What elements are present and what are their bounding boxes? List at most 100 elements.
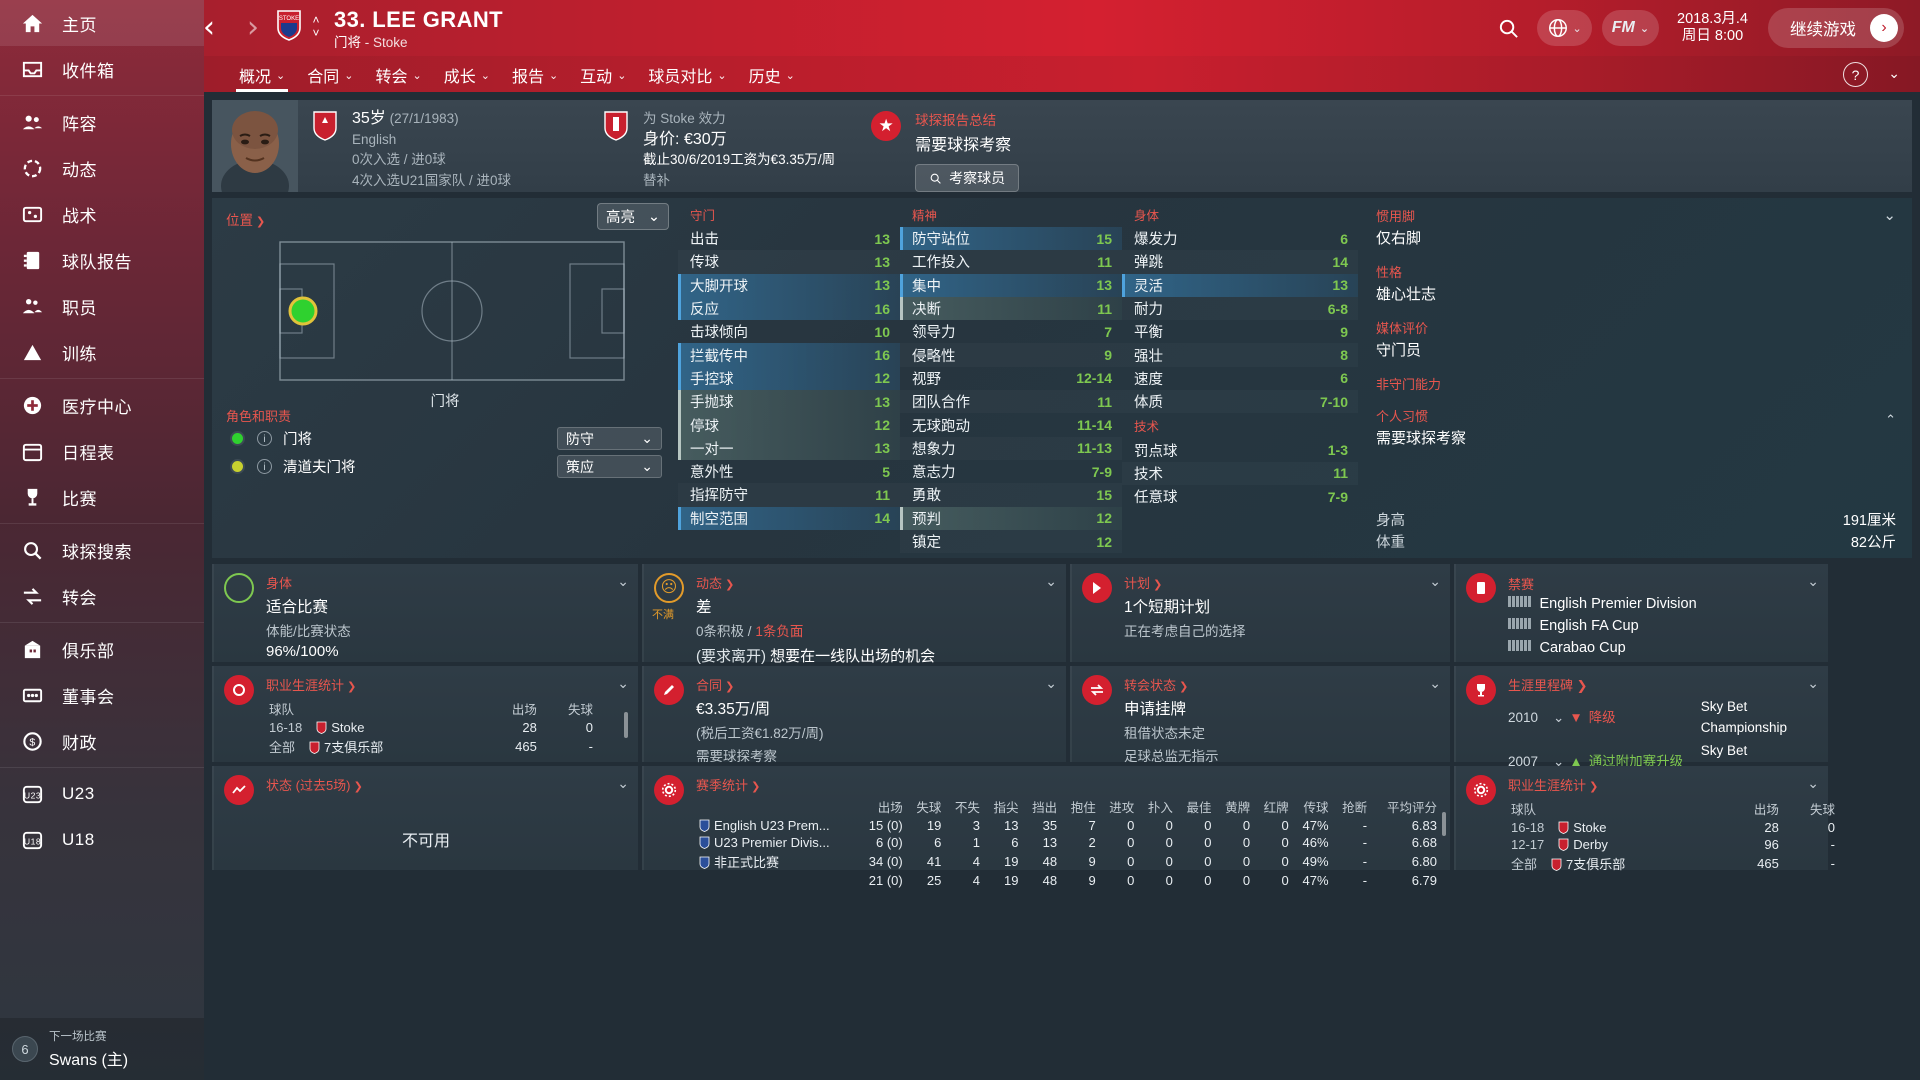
- info-icon[interactable]: i: [257, 431, 272, 446]
- player-squad-status: 替补: [643, 172, 671, 188]
- tab-7[interactable]: 历史 ⌄: [738, 58, 806, 92]
- tab-2[interactable]: 转会 ⌄: [364, 58, 432, 92]
- star-icon: ★: [871, 111, 902, 141]
- sidebar-item-14[interactable]: 董事会: [0, 672, 204, 718]
- career-stats-2-title[interactable]: 职业生涯统计 ❯: [1508, 778, 1599, 793]
- panel-career-stats[interactable]: 职业生涯统计 ❯ 球队 出场 失球 16-18 Stoke 28 0 全部 7支俱乐部 465- …: [212, 666, 638, 762]
- table-row[interactable]: 12-17 Derby 96 -: [1508, 836, 1838, 853]
- sidebar-item-8[interactable]: 医疗中心: [0, 382, 204, 428]
- sidebar-item-12[interactable]: 转会: [0, 573, 204, 619]
- chevron-down-icon[interactable]: ⌄: [1807, 675, 1819, 691]
- role-duty-select[interactable]: 策应 ⌄: [557, 455, 662, 478]
- attribute-value: 7-9: [1327, 488, 1348, 505]
- table-row[interactable]: 非正式比赛 34 (0) 41 4 19 48 9 0 0 0 0 0 49% - 6.80: [696, 851, 1440, 872]
- panel-condition[interactable]: 身体 适合比赛 体能/比赛状态 96%/100% ⌄: [212, 564, 638, 662]
- chevron-down-icon[interactable]: ⌄: [1045, 573, 1057, 589]
- chevron-down-icon[interactable]: ⌄: [1807, 775, 1819, 791]
- table-row[interactable]: English U23 Prem... 15 (0) 19 3 13 35 7 0 0 0 0 0 47…: [696, 817, 1440, 834]
- panel-dynamics[interactable]: ☹ 不满 动态 ❯ 差 0条积极 / 1条负面: [642, 564, 1066, 665]
- panel-form[interactable]: 状态 (过去5场) ❯ ⌄ 不可用: [212, 766, 638, 870]
- search-icon[interactable]: [1487, 6, 1531, 50]
- sidebar-item-1[interactable]: 收件箱: [0, 46, 204, 92]
- transfer-status-title[interactable]: 转会状态 ❯: [1124, 678, 1189, 693]
- role-duty-value: 防守: [566, 430, 594, 447]
- fm-menu-button[interactable]: FM ⌄: [1601, 10, 1660, 46]
- attribute-value: 13: [874, 393, 890, 410]
- attribute-name: 一对一: [690, 441, 734, 458]
- season-stat-cell: 1: [972, 835, 980, 850]
- role-row-0[interactable]: i 门将 防守 ⌄: [222, 426, 668, 451]
- chevron-down-icon[interactable]: ⌄: [1888, 65, 1900, 81]
- tab-4[interactable]: 报告 ⌄: [501, 58, 569, 92]
- tab-1[interactable]: 合同 ⌄: [296, 58, 364, 92]
- sidebar-item-3[interactable]: 动态: [0, 145, 204, 191]
- sidebar-item-6[interactable]: 职员: [0, 283, 204, 329]
- sidebar-item-11[interactable]: 球探搜索: [0, 527, 204, 573]
- table-row[interactable]: 16-18 Stoke 28 0: [1508, 819, 1838, 836]
- career-conceded-cell: 0: [1827, 820, 1835, 835]
- sidebar-item-9[interactable]: 日程表: [0, 428, 204, 474]
- season-stats-title[interactable]: 赛季统计 ❯: [696, 778, 761, 793]
- chevron-down-icon[interactable]: ⌄: [617, 675, 629, 691]
- next-match-widget[interactable]: 6 下一场比赛 Swans (主): [0, 1018, 204, 1080]
- panel-bans[interactable]: 禁赛 English Premier Division English FA Cup…: [1454, 564, 1828, 662]
- highlight-select[interactable]: 高亮 ⌄: [597, 203, 669, 230]
- role-row-1[interactable]: i 清道夫门将 策应 ⌄: [222, 454, 668, 479]
- sidebar-item-5[interactable]: 球队报告: [0, 237, 204, 283]
- dynamics-title[interactable]: 动态 ❯: [696, 576, 735, 591]
- table-row[interactable]: 16-18 Stoke 28 0: [266, 719, 596, 736]
- career-stats-title[interactable]: 职业生涯统计 ❯: [266, 678, 357, 693]
- chevron-down-icon[interactable]: ⌄: [1429, 675, 1441, 691]
- help-button[interactable]: ?: [1843, 62, 1868, 87]
- sidebar-item-7[interactable]: 训练: [0, 329, 204, 375]
- tab-6[interactable]: 球员对比 ⌄: [637, 58, 737, 92]
- player-spinner[interactable]: ˄ ˅: [312, 13, 320, 40]
- sidebar-item-2[interactable]: 阵容: [0, 99, 204, 145]
- panel-contract[interactable]: 合同 ❯ €3.35万/周 (税后工资€1.82万/周) 需要球探考察 4年合同…: [642, 666, 1066, 787]
- chevron-down-icon[interactable]: ⌄: [1045, 675, 1057, 691]
- contract-scout-note: 需要球探考察: [696, 749, 777, 764]
- table-row[interactable]: 全部 7支俱乐部 465 -: [266, 736, 596, 757]
- chevron-down-icon[interactable]: ⌄: [617, 573, 629, 589]
- tab-5[interactable]: 互动 ⌄: [569, 58, 637, 92]
- sidebar-item-10[interactable]: 比赛: [0, 474, 204, 520]
- season-stat-cell: 0: [1127, 818, 1135, 833]
- nav-forward-button[interactable]: ›: [247, 10, 259, 45]
- chevron-up-icon[interactable]: ⌃: [1885, 412, 1896, 427]
- season-stat-cell: -: [1362, 835, 1368, 850]
- panel-transfer-status[interactable]: 转会状态 ❯ 申请挂牌 租借状态未定 足球总监无指示 ⌄: [1070, 666, 1450, 764]
- scout-player-button[interactable]: 考察球员: [915, 164, 1020, 192]
- panel-milestones[interactable]: 生涯里程碑 ❯ 2010 ⌄ ▼ 降级 Sky Bet Championship 2007 ⌄…: [1454, 666, 1828, 779]
- tab-3[interactable]: 成长 ⌄: [433, 58, 501, 92]
- form-title[interactable]: 状态 (过去5场) ❯: [266, 778, 363, 793]
- panel-career-stats-2[interactable]: 职业生涯统计 ❯ 球队 出场 失球 16-18 Stoke 28 0 12-17 Derby 96…: [1454, 766, 1835, 872]
- info-icon[interactable]: i: [257, 459, 272, 474]
- role-duty-select[interactable]: 防守 ⌄: [557, 427, 662, 450]
- sidebar-item-4[interactable]: 战术: [0, 191, 204, 237]
- globe-button[interactable]: ⌄: [1536, 10, 1592, 46]
- chevron-down-icon[interactable]: ⌄: [1883, 207, 1896, 224]
- table-row[interactable]: 全部 7支俱乐部 465 -: [1508, 853, 1838, 874]
- chevron-down-icon[interactable]: ⌄: [617, 775, 629, 791]
- contract-title[interactable]: 合同 ❯: [696, 678, 735, 693]
- panel-plan[interactable]: 计划 ❯ 1个短期计划 正在考虑自己的选择 ⌄: [1070, 564, 1450, 662]
- continue-game-button[interactable]: 继续游戏 ›: [1768, 8, 1904, 48]
- top-bar: ‹ › STOKE ˄ ˅ 33. LEE GRANT 门将 - Stoke ⌄ …: [203, 0, 1920, 56]
- nav-back-button[interactable]: ‹: [203, 10, 215, 45]
- sidebar-item-0[interactable]: 主页: [0, 0, 204, 46]
- sidebar-item-17[interactable]: U18 U18: [0, 817, 204, 863]
- chevron-down-icon[interactable]: ⌄: [1429, 573, 1441, 589]
- tab-0[interactable]: 概况 ⌄: [228, 58, 296, 92]
- panel-season-stats[interactable]: 赛季统计 ❯ 出场 失球 不失 指尖 挡出 抱住 进攻 扑入 最佳 黄牌 红牌 传球 抢断 平均评分 Eng…: [642, 766, 1450, 888]
- milestones-title[interactable]: 生涯里程碑 ❯: [1508, 678, 1588, 693]
- sidebar-item-13[interactable]: 俱乐部: [0, 626, 204, 672]
- position-label[interactable]: 位置 ❯: [226, 209, 265, 229]
- plan-title[interactable]: 计划 ❯: [1124, 576, 1163, 591]
- table-row[interactable]: U23 Premier Divis... 6 (0) 6 1 6 13 2 0 0 0 0 0 46% -…: [696, 834, 1440, 851]
- sidebar-item-15[interactable]: $ 财政: [0, 718, 204, 764]
- season-total-cell: 9: [1088, 873, 1096, 888]
- career-club-cell: 16-18 Stoke: [269, 720, 365, 735]
- chevron-down-icon[interactable]: ⌄: [1807, 573, 1819, 589]
- sidebar-item-16[interactable]: U23 U23: [0, 771, 204, 817]
